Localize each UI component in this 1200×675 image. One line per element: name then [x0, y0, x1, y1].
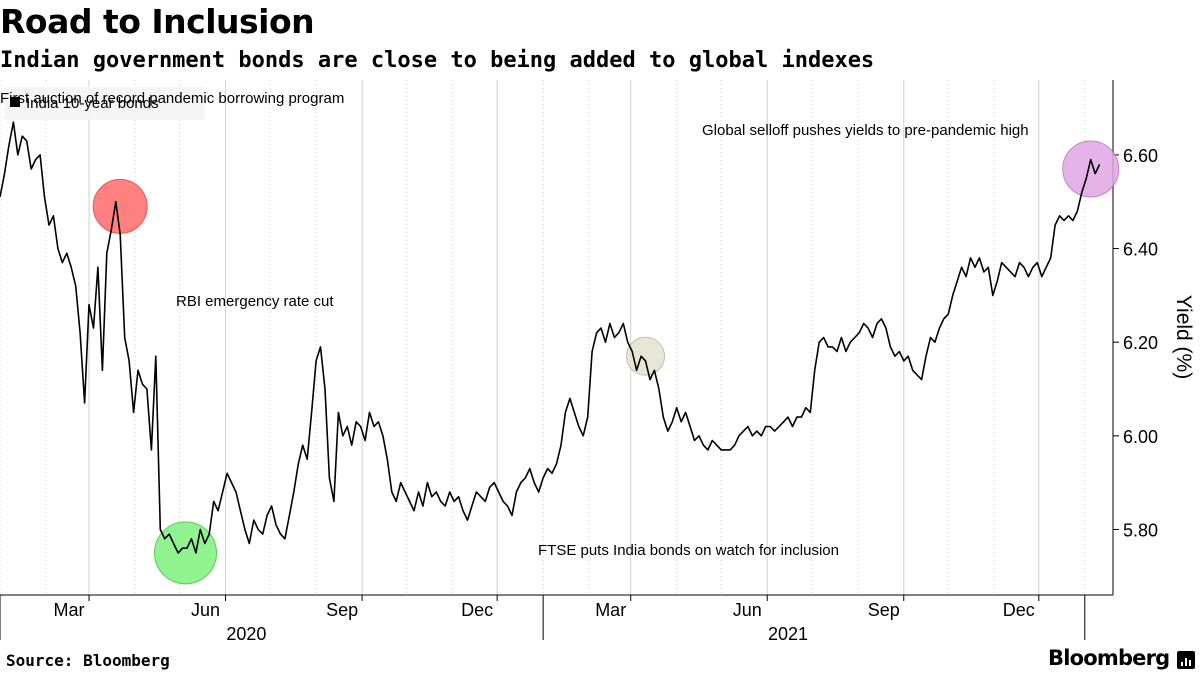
series-layer [0, 121, 1101, 554]
annotation-label: RBI emergency rate cut [176, 293, 334, 310]
legend-background [4, 87, 205, 120]
annotation-label: First auction of record pandemic borrowi… [0, 90, 344, 107]
legend-entry: India 10-year bonds [26, 95, 159, 112]
y-axis: 5.80 6.00 6.20 6.40 6.60 Yield (%) [1112, 80, 1195, 595]
annotation-marker-green [154, 521, 217, 585]
annotation-labels: First auction of record pandemic borrowi… [0, 90, 1029, 559]
annotation-marker-khaki [626, 336, 666, 376]
x-tick-label: Sep [868, 600, 900, 620]
year-label: 2020 [226, 624, 266, 644]
x-tick-label: Jun [191, 600, 220, 620]
year-label: 2021 [768, 624, 808, 644]
x-tick-label: Mar [54, 600, 85, 620]
y-tick-label: 6.60 [1123, 146, 1158, 166]
x-tick-label: Dec [461, 600, 493, 620]
x-tick-label: Dec [1003, 600, 1035, 620]
gridlines [0, 80, 1086, 595]
series-line-india-10-year-bonds [0, 121, 1101, 554]
y-tick-label: 6.00 [1123, 427, 1158, 447]
chart-subtitle: Indian government bonds are close to bei… [0, 48, 875, 73]
bloomberg-terminal-icon [1177, 651, 1195, 669]
x-tick-label: Sep [326, 600, 358, 620]
y-tick-label: 5.80 [1123, 520, 1158, 540]
annotation-markers [92, 140, 1120, 585]
x-tick-label: Jun [733, 600, 762, 620]
annotation-marker-red [92, 178, 148, 234]
brand-logo: Bloomberg [1048, 646, 1170, 670]
annotation-label: FTSE puts India bonds on watch for inclu… [538, 542, 839, 559]
x-axis: Mar Jun Sep Dec Mar Jun Sep Dec 2020 2021 [0, 594, 1113, 644]
legend-swatch [10, 97, 20, 107]
y-tick-label: 6.40 [1123, 240, 1158, 260]
source-note: Source: Bloomberg [6, 651, 170, 670]
annotation-label: Global selloff pushes yields to pre-pand… [702, 122, 1029, 139]
x-tick-label: Mar [595, 600, 626, 620]
y-axis-label: Yield (%) [1172, 295, 1195, 379]
chart-title: Road to Inclusion [0, 2, 315, 41]
annotation-marker-violet [1062, 140, 1120, 198]
legend: India 10-year bonds [4, 87, 205, 120]
y-tick-label: 6.20 [1123, 333, 1158, 353]
